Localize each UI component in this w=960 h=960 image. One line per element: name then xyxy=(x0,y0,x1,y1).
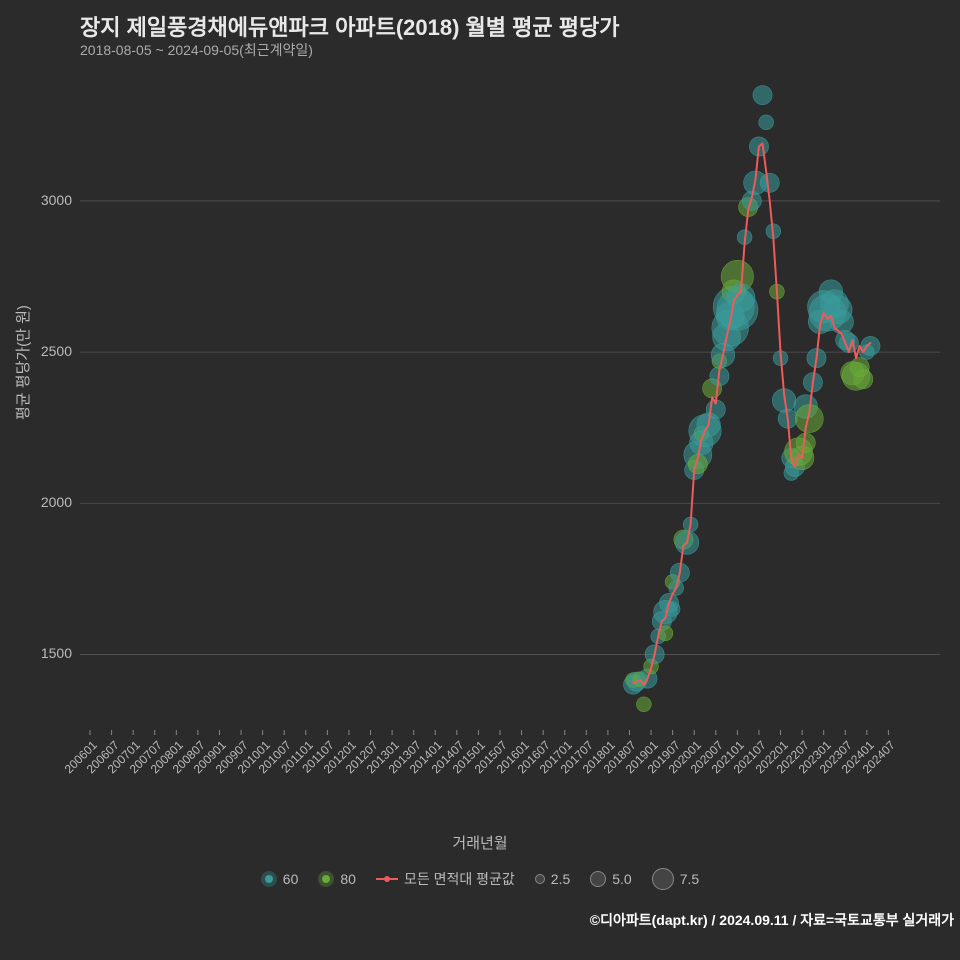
legend-series-line: 모든 면적대 평균값 xyxy=(376,869,515,889)
y-tick-label: 2500 xyxy=(22,343,72,359)
chart-title: 장지 제일풍경채에듀앤파크 아파트(2018) 월별 평균 평당가 xyxy=(80,10,619,42)
plot-svg xyxy=(80,70,940,810)
y-axis-label: 평균 평당가(만 원) xyxy=(12,305,33,420)
plot-area xyxy=(80,70,940,810)
chart-subtitle: 2018-08-05 ~ 2024-09-05(최근계약일) xyxy=(80,40,313,60)
legend-series-60: 60 xyxy=(261,871,299,887)
legend-label: 5.0 xyxy=(612,871,631,887)
y-tick-label: 3000 xyxy=(22,192,72,208)
legend-size-2-5: 2.5 xyxy=(535,871,570,887)
legend-label: 60 xyxy=(283,871,299,887)
legend: 60 80 모든 면적대 평균값 2.5 5.0 7.5 xyxy=(0,868,960,890)
legend-size-7-5: 7.5 xyxy=(652,868,699,890)
credit-text: ©디아파트(dapt.kr) / 2024.09.11 / 자료=국토교통부 실… xyxy=(590,910,954,930)
legend-label: 80 xyxy=(340,871,356,887)
legend-label: 7.5 xyxy=(680,871,699,887)
x-axis-label: 거래년월 xyxy=(0,832,960,853)
y-tick-label: 1500 xyxy=(22,645,72,661)
legend-size-5-0: 5.0 xyxy=(590,871,631,887)
chart-container: 장지 제일풍경채에듀앤파크 아파트(2018) 월별 평균 평당가 2018-0… xyxy=(0,0,960,960)
legend-label: 모든 면적대 평균값 xyxy=(404,869,515,889)
y-tick-label: 2000 xyxy=(22,494,72,510)
legend-label: 2.5 xyxy=(551,871,570,887)
legend-series-80: 80 xyxy=(318,871,356,887)
